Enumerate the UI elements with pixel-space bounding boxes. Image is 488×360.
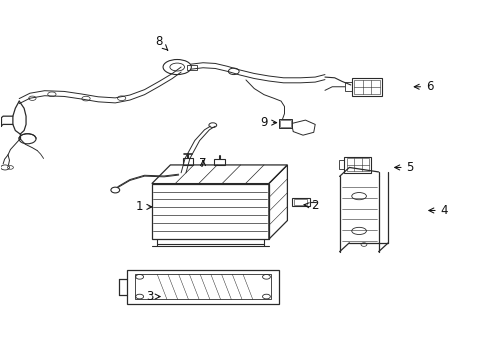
Text: 6: 6 <box>413 80 433 93</box>
Bar <box>127 270 278 304</box>
Text: 2: 2 <box>304 199 318 212</box>
Bar <box>152 184 268 239</box>
Bar <box>214 159 224 165</box>
Bar <box>293 199 307 205</box>
Text: 3: 3 <box>145 290 160 303</box>
Text: 5: 5 <box>394 161 413 174</box>
Bar <box>278 119 292 128</box>
Bar <box>135 274 271 300</box>
Text: 9: 9 <box>260 116 276 129</box>
Bar <box>353 80 379 94</box>
Bar <box>291 198 310 206</box>
Text: 8: 8 <box>155 35 167 50</box>
Text: 1: 1 <box>136 201 151 213</box>
Bar <box>351 78 381 96</box>
Bar <box>280 120 290 127</box>
Bar <box>186 64 196 69</box>
Bar <box>344 157 370 173</box>
Bar <box>182 158 193 165</box>
Text: 4: 4 <box>428 204 447 217</box>
Text: 7: 7 <box>199 157 206 170</box>
Bar <box>346 158 368 171</box>
Bar <box>344 82 351 91</box>
Bar <box>338 160 344 169</box>
